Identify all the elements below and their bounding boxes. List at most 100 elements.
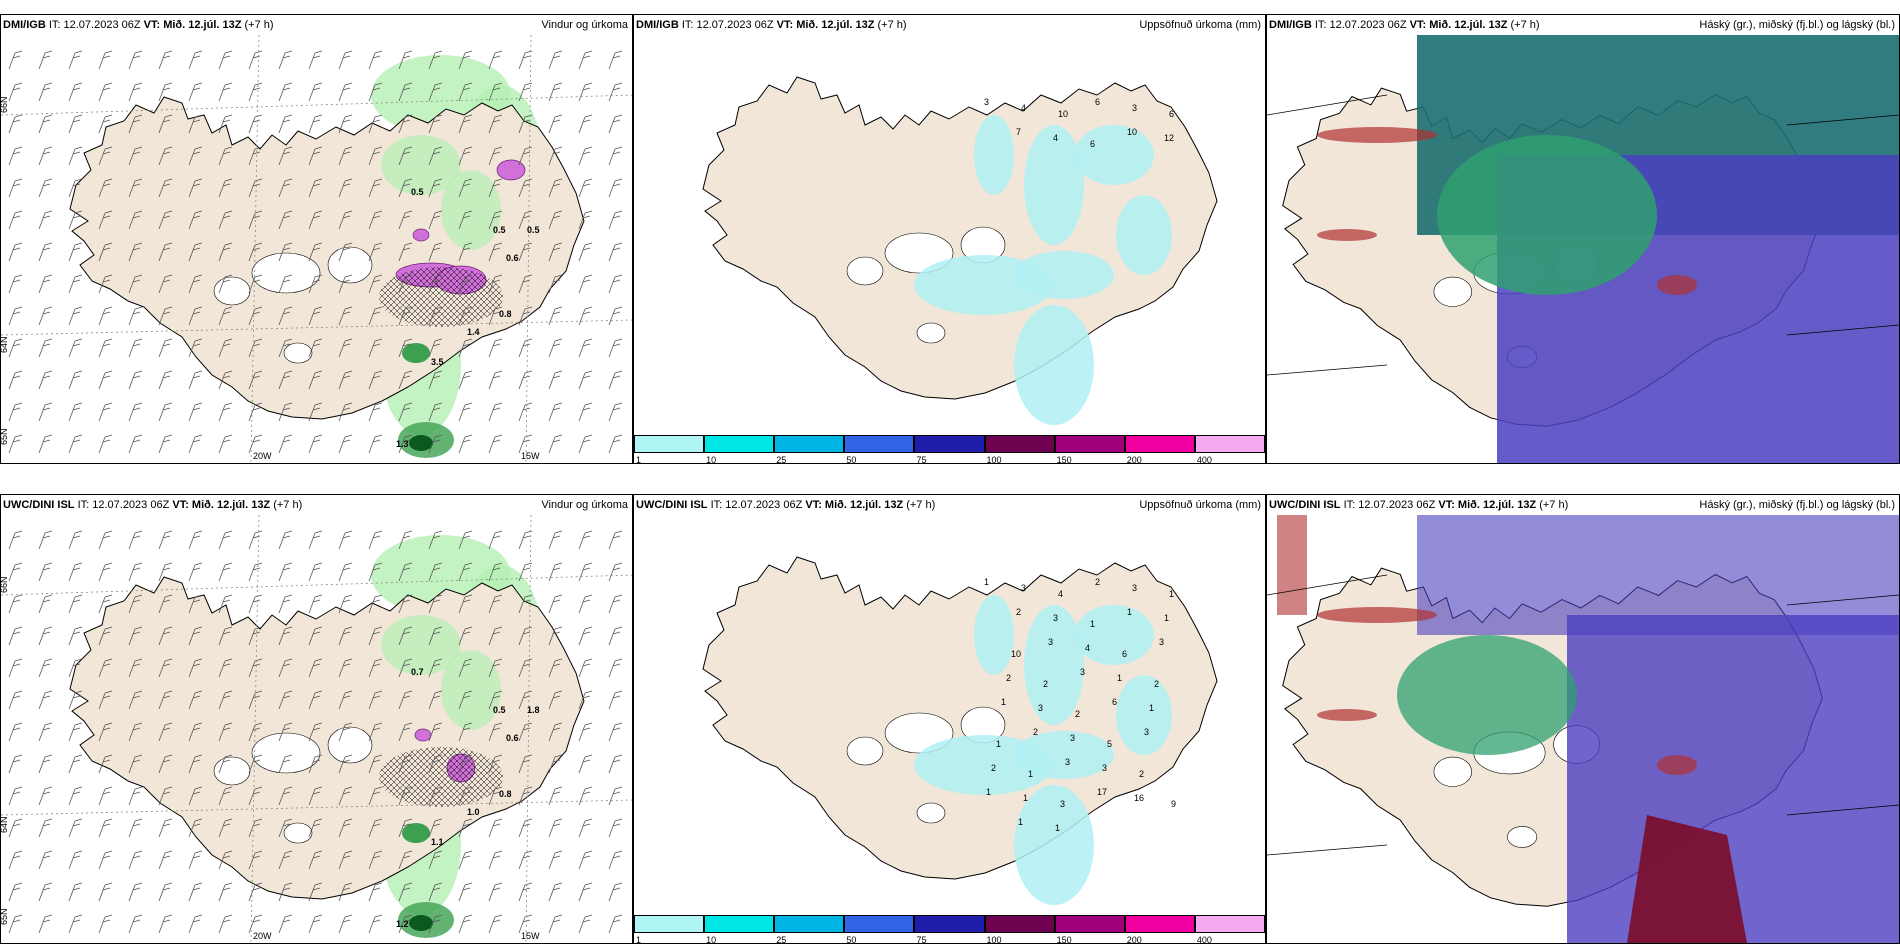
legend-tick-label: 25	[776, 455, 787, 464]
wind-barb	[608, 50, 623, 70]
wind-barb	[458, 786, 473, 806]
legend-swatch	[1054, 915, 1125, 933]
wind-barb	[128, 914, 143, 934]
wind-barb	[488, 114, 503, 134]
wind-barb	[458, 434, 473, 454]
precip-area-heavy	[409, 435, 433, 451]
legend-tick-label: 150	[1056, 935, 1072, 944]
legend-swatch	[984, 915, 1055, 933]
wind-barb	[308, 658, 323, 678]
accum-area	[1116, 675, 1172, 755]
accum-value-label: 2	[1095, 577, 1100, 587]
wind-barb	[308, 114, 323, 134]
wind-barb	[428, 850, 443, 870]
wind-barb	[218, 210, 233, 230]
legend-tick-label: 100	[986, 935, 1002, 944]
latitude-label: 64N	[1, 816, 9, 833]
wind-barb	[38, 914, 53, 934]
wind-barb	[398, 882, 413, 902]
high-cloud-red-patch	[1657, 275, 1697, 295]
glacier-outline	[884, 232, 954, 274]
accum-value-label: 1	[1117, 673, 1122, 683]
accum-value-label: 17	[1097, 787, 1107, 797]
glacier-outline	[846, 256, 884, 286]
wind-barb	[368, 146, 383, 166]
wind-barb	[368, 530, 383, 550]
accum-value-label: 1	[1018, 817, 1023, 827]
glacier-outline	[327, 726, 373, 764]
wind-barb	[158, 562, 173, 582]
wind-barb	[308, 434, 323, 454]
wind-barb	[68, 370, 83, 390]
accum-value-label: 1	[1023, 793, 1028, 803]
precip-value-label: 1.4	[467, 327, 480, 337]
wind-barb	[338, 818, 353, 838]
wind-barb	[188, 914, 203, 934]
wind-barb	[38, 82, 53, 102]
wind-barb	[338, 626, 353, 646]
wind-barb	[188, 658, 203, 678]
wind-barb	[278, 434, 293, 454]
latitude-label: 65N	[1, 428, 9, 445]
model-name: UWC/DINI ISL	[3, 499, 75, 511]
wind-barb	[308, 178, 323, 198]
wind-barb	[548, 370, 563, 390]
wind-barb	[458, 882, 473, 902]
precip-overlay	[381, 615, 501, 938]
accum-value-label: 1	[984, 577, 989, 587]
wind-barb	[458, 50, 473, 70]
valid-time: VT: Mið. 12.júl. 13Z	[172, 499, 271, 511]
wind-barb	[218, 178, 233, 198]
graticule-line	[250, 35, 260, 463]
wind-barb	[338, 338, 353, 358]
legend-tick-label: 1	[636, 455, 642, 464]
accum-area	[914, 735, 1054, 795]
wind-barb	[368, 306, 383, 326]
wind-barb	[278, 146, 293, 166]
wind-barb	[338, 114, 353, 134]
wind-barb	[8, 50, 23, 70]
wind-barb	[68, 274, 83, 294]
wind-barb	[308, 370, 323, 390]
wind-barb	[338, 434, 353, 454]
accum-precip-panel-bottom: UWC/DINI ISL IT: 12.07.2023 06Z VT: Mið.…	[633, 494, 1266, 944]
wind-barb	[188, 82, 203, 102]
accum-value-label: 1	[986, 787, 991, 797]
wind-barb	[578, 146, 593, 166]
wind-barb	[158, 690, 173, 710]
wind-barb	[188, 50, 203, 70]
wind-barb	[188, 178, 203, 198]
latitude-label: 65N	[1, 908, 9, 925]
wind-barb	[578, 114, 593, 134]
wind-barb	[158, 786, 173, 806]
valid-time: VT: Mið. 12.júl. 13Z	[776, 19, 875, 31]
wind-barb	[368, 594, 383, 614]
accum-value-label: 2	[1016, 607, 1021, 617]
wind-barb	[308, 82, 323, 102]
accum-value-label: 3	[1132, 583, 1137, 593]
wind-barb	[68, 818, 83, 838]
wind-barb	[128, 594, 143, 614]
wind-barb	[158, 338, 173, 358]
wind-barb	[278, 754, 293, 774]
wind-barb	[128, 306, 143, 326]
model-name: UWC/DINI ISL	[636, 499, 708, 511]
accum-value-label: 3	[1070, 733, 1075, 743]
wind-barb	[398, 722, 413, 742]
wind-barb	[278, 82, 293, 102]
wind-barb	[278, 50, 293, 70]
wind-barb	[458, 402, 473, 422]
accum-value-label: 3	[1144, 727, 1149, 737]
accum-value-label: 2	[1033, 727, 1038, 737]
wind-barb	[548, 114, 563, 134]
wind-barb	[368, 786, 383, 806]
wind-barb	[458, 370, 473, 390]
wind-barb	[38, 338, 53, 358]
border-line	[1267, 844, 1388, 856]
wind-barb	[368, 722, 383, 742]
wind-barb	[458, 690, 473, 710]
wind-barb	[8, 754, 23, 774]
glacier-outline	[884, 712, 954, 754]
wind-barb	[608, 882, 623, 902]
accum-value-label: 1	[1127, 607, 1132, 617]
